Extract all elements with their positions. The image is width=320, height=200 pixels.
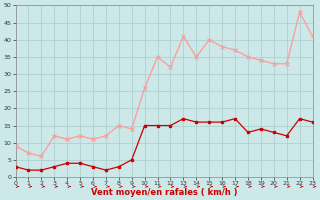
X-axis label: Vent moyen/en rafales ( km/h ): Vent moyen/en rafales ( km/h ) xyxy=(91,188,237,197)
